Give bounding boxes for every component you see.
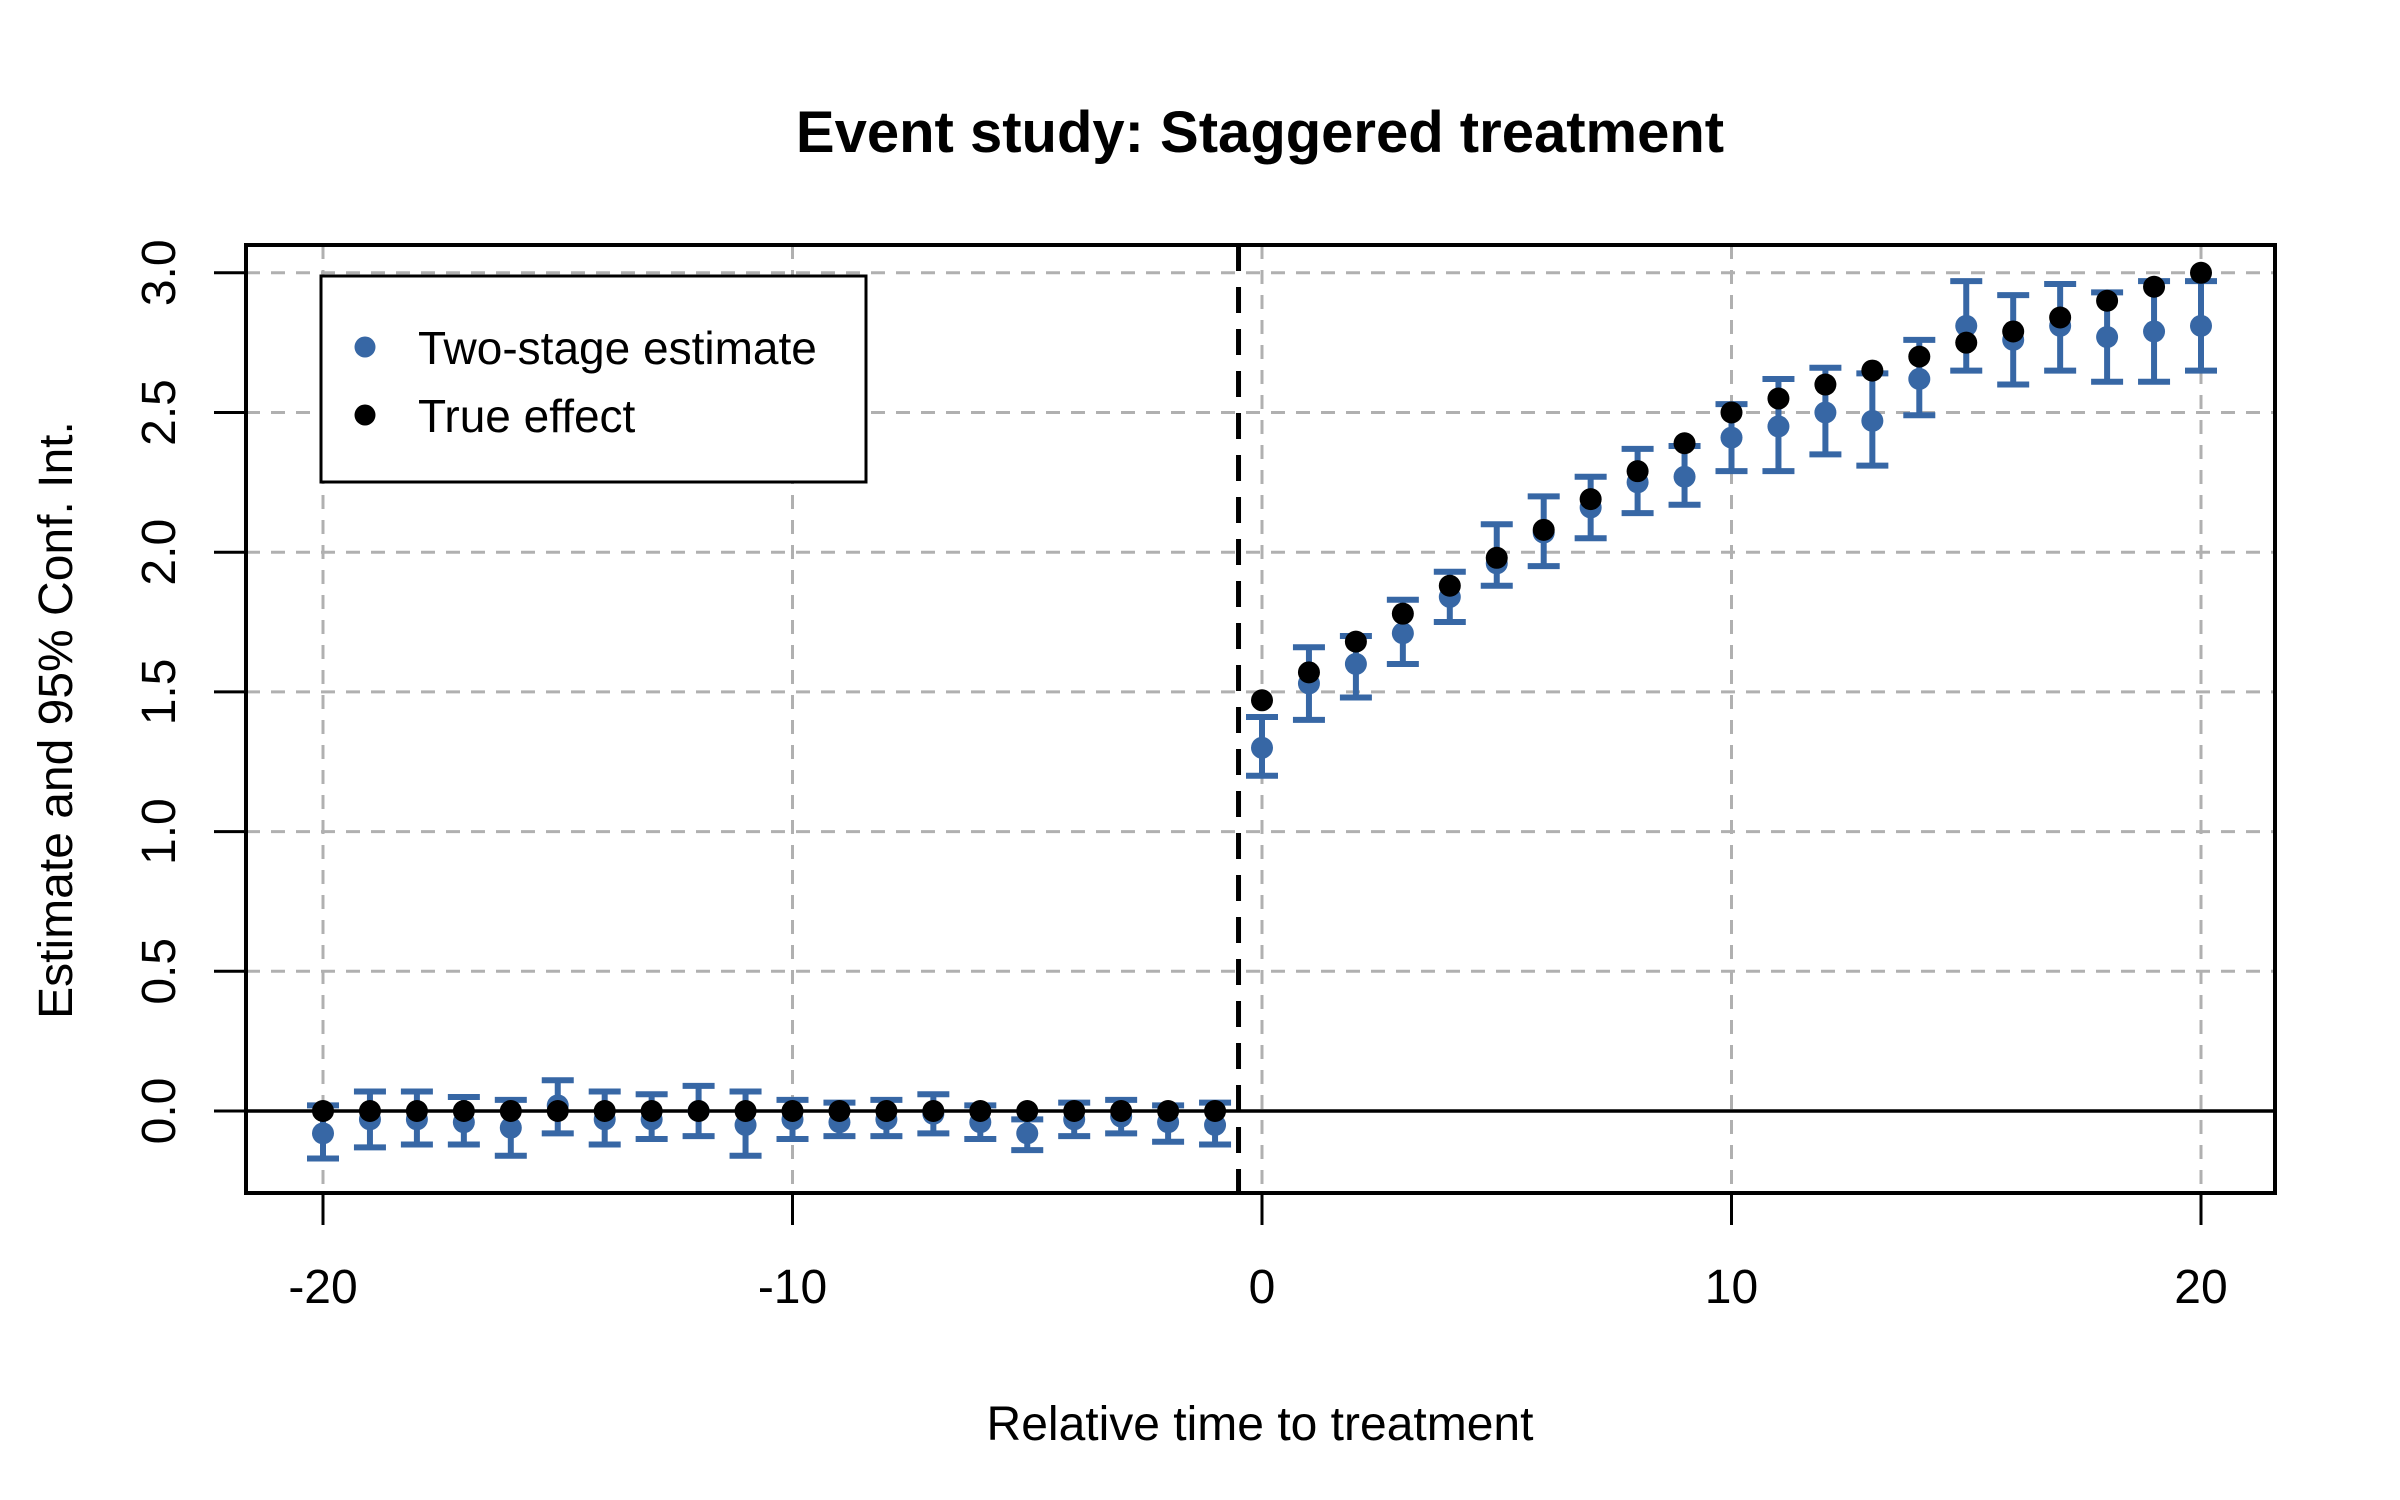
true-effect-point	[1532, 518, 1555, 541]
y-tick-label: 1.5	[133, 659, 186, 726]
estimate-point	[1673, 465, 1696, 488]
x-tick-label: 10	[1705, 1261, 1758, 1314]
true-effect-point	[687, 1100, 710, 1122]
true-effect-point	[2190, 261, 2212, 284]
true-effect-point	[1720, 401, 1743, 424]
true-effect-point	[828, 1100, 851, 1122]
estimate-point	[1767, 415, 1790, 438]
estimate-point	[1720, 426, 1743, 449]
true-effect-point	[452, 1100, 475, 1122]
true-effect-point	[1110, 1100, 1133, 1122]
true-effect-point	[734, 1100, 757, 1122]
true-effect-point	[405, 1100, 428, 1122]
x-tick-label: 0	[1249, 1261, 1276, 1314]
chart-title: Event study: Staggered treatment	[796, 100, 1724, 165]
estimate-point	[2143, 320, 2166, 343]
x-tick-label: 20	[2174, 1261, 2227, 1314]
legend-label-estimate: Two-stage estimate	[418, 322, 817, 374]
true-effect-point	[2002, 320, 2025, 343]
legend-label-true: True effect	[418, 390, 636, 442]
estimate-point	[1344, 652, 1367, 675]
estimate-point	[1908, 367, 1931, 390]
true-effect-point	[1297, 661, 1320, 684]
true-effect-point	[1579, 488, 1602, 511]
reference-lines	[246, 245, 2275, 1193]
estimate-point	[1391, 622, 1414, 645]
true-effect-point	[312, 1100, 334, 1122]
x-axis-label: Relative time to treatment	[987, 1398, 1534, 1451]
true-effect-point	[2143, 275, 2166, 298]
legend-marker-estimate-icon	[354, 336, 376, 358]
true-effect-point	[1344, 630, 1367, 653]
true-effect-point	[1157, 1100, 1180, 1122]
y-tick-label: 2.5	[133, 379, 186, 446]
y-tick-label: 3.0	[133, 239, 186, 306]
true-effect-point	[1673, 432, 1696, 455]
y-tick-label: 0.5	[133, 938, 186, 1005]
axis-ticks: -20 -10 0 10 20 0.0 0.5 1.0 1.5 2.0 2.5 3.0	[133, 239, 2228, 1314]
estimate-point	[499, 1116, 522, 1139]
estimate-point	[1251, 736, 1273, 759]
estimate-point	[312, 1122, 334, 1145]
estimate-point	[1955, 314, 1978, 337]
true-effect-point	[1767, 387, 1790, 410]
true-effect-point	[1063, 1100, 1086, 1122]
true-effect-point	[2049, 306, 2072, 329]
true-effect-point	[1485, 546, 1508, 569]
true-effect-point	[1626, 460, 1649, 483]
true-effect-point	[969, 1100, 992, 1122]
x-tick-label: -20	[288, 1261, 357, 1314]
y-axis-label: Estimate and 95% Conf. Int.	[30, 421, 83, 1019]
estimate-point	[1861, 409, 1884, 432]
legend-marker-true-icon	[354, 404, 376, 426]
legend: Two-stage estimate True effect	[319, 274, 868, 484]
true-effect-point	[640, 1100, 663, 1122]
true-effect-point	[1955, 331, 1978, 354]
true-effect-point	[546, 1100, 569, 1122]
estimate-point	[2096, 326, 2119, 349]
true-effect-point	[1861, 359, 1884, 382]
true-effect-point	[1251, 689, 1273, 712]
data-points	[312, 261, 2212, 1145]
estimate-point	[2190, 314, 2212, 337]
y-tick-label: 2.0	[133, 519, 186, 586]
true-effect-point	[1438, 574, 1461, 597]
true-effect-point	[781, 1100, 804, 1122]
true-effect-point	[2096, 289, 2119, 312]
true-effect-point	[1908, 345, 1931, 368]
y-tick-label: 1.0	[133, 798, 186, 865]
estimate-point	[1814, 401, 1837, 424]
true-effect-point	[593, 1100, 616, 1122]
true-effect-point	[1391, 602, 1414, 625]
true-effect-point	[875, 1100, 898, 1122]
y-tick-label: 0.0	[133, 1078, 186, 1145]
true-effect-point	[499, 1100, 522, 1122]
legend-box	[319, 274, 868, 484]
true-effect-point	[1814, 373, 1837, 396]
true-effect-point	[922, 1100, 945, 1122]
true-effect-point	[1204, 1100, 1227, 1122]
true-effect-point	[358, 1100, 381, 1122]
estimate-point	[1016, 1122, 1039, 1145]
x-tick-label: -10	[758, 1261, 827, 1314]
true-effect-point	[1016, 1100, 1039, 1122]
